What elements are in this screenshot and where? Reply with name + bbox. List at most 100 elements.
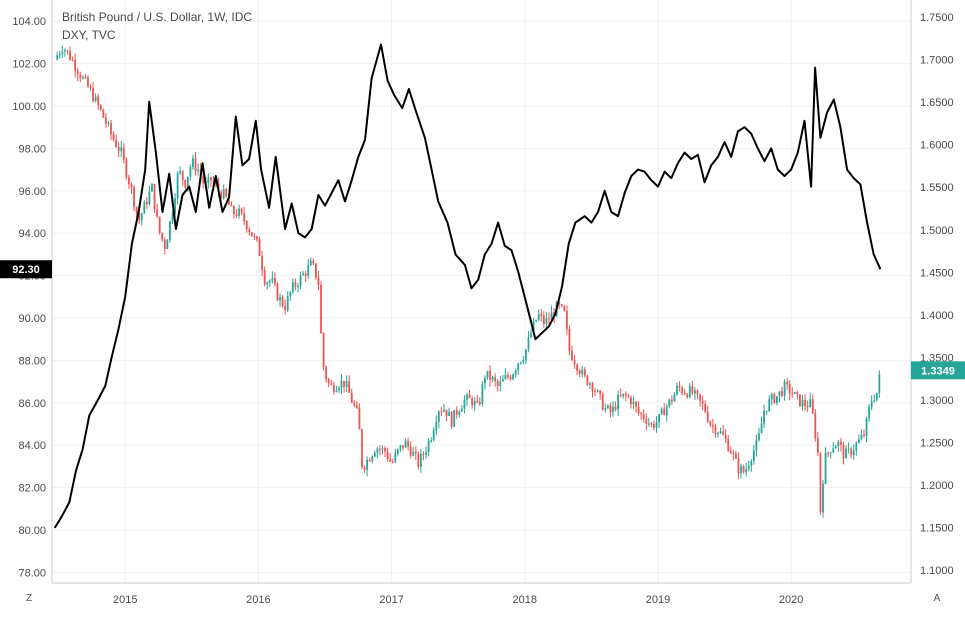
auto-scale-button-label[interactable]: A [934,593,941,604]
candle [793,391,796,395]
candle [727,434,730,452]
candle [189,164,192,181]
candle [717,431,719,438]
candle [240,207,243,216]
candle [811,394,814,415]
candle [583,367,586,378]
y-left-tick-label: 80.00 [18,525,46,537]
candle [250,232,253,237]
candle [427,438,430,457]
candle [635,400,637,413]
timezone-button-label[interactable]: Z [26,593,32,604]
candle [184,179,187,189]
candle [371,455,374,464]
candle [79,71,82,83]
candle [366,456,369,477]
candle [660,407,663,415]
candle [870,395,873,411]
right-badge-value: 1.3349 [921,365,955,377]
candle [348,375,351,394]
candle [161,232,164,242]
candle [530,328,532,339]
candle [297,283,299,293]
candle [840,437,842,452]
candle [765,410,768,416]
y-right-tick-label: 1.2000 [920,480,954,492]
candle [176,170,179,205]
candle [860,429,863,441]
auto-scale-button[interactable]: A [928,588,946,606]
candle [822,479,824,518]
left-price-badge: 92.30 [0,260,52,279]
candle [824,447,827,485]
candle [806,400,809,413]
x-tick-label: 2015 [113,594,137,606]
candle [279,293,281,308]
candle [330,379,333,386]
candle [878,370,881,398]
candle [309,257,312,266]
candle [435,415,438,435]
candle [379,445,381,456]
candle [84,73,87,79]
candle [676,382,678,396]
candle [74,53,77,78]
dxy-series [53,43,882,529]
candle [535,319,538,323]
candle [450,410,453,429]
y-right-tick-label: 1.4000 [920,310,954,322]
candle [87,75,89,88]
candle [565,305,568,335]
candle [809,392,812,408]
candle [581,365,584,378]
candle [466,392,468,406]
candle [420,449,422,473]
candle [302,270,304,276]
candle [404,438,407,448]
candle [391,458,394,464]
x-tick-label: 2016 [246,594,270,606]
candle [804,393,806,412]
candle [686,392,689,399]
candle [537,309,540,322]
candle [619,388,622,398]
candle [814,408,817,442]
candle [256,235,258,243]
right-price-badge: 1.3349 [911,361,965,380]
y-left-tick-label: 98.00 [18,143,46,155]
candle [522,355,525,365]
candle [591,381,594,398]
candle [614,401,617,412]
candle [145,197,148,209]
candle [709,420,712,428]
candle [527,330,530,353]
candle [471,395,474,409]
candle [202,172,205,189]
candle [222,184,225,200]
candle [670,395,673,406]
candle [509,374,512,381]
dxy-line [53,43,882,529]
candle [373,450,376,458]
candle [760,416,763,434]
candle [519,361,522,365]
candle [801,394,804,411]
candle [317,270,320,291]
candle [745,463,748,477]
candle [612,401,614,417]
candle [399,444,402,452]
candle [171,210,174,225]
candle [545,312,548,329]
y-left-tick-label: 82.00 [18,483,46,495]
candle [445,409,448,422]
candle [422,451,425,461]
candle [609,402,612,418]
candle [735,450,737,460]
candle [481,381,484,407]
candle [169,220,171,243]
candle [701,395,704,411]
candle [512,373,515,381]
timezone-button[interactable]: Z [20,588,38,606]
candle [361,428,363,470]
